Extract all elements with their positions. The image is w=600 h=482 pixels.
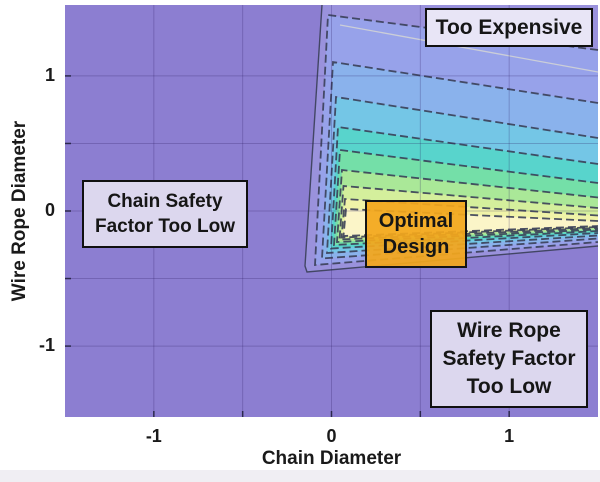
x-axis-title: Chain Diameter (261, 448, 402, 469)
gridlines (65, 5, 598, 417)
annotation-optimal-design: Optimal Design (365, 200, 467, 268)
y-tick-label-neg1: -1 (38, 335, 55, 356)
annotation-chain-safety-line1: Chain Safety (107, 190, 223, 212)
annotation-wire-rope-line2: Safety Factor (442, 347, 576, 371)
y-tick-label-1: 1 (44, 64, 55, 85)
tick-marks (65, 75, 510, 417)
annotation-optimal-design-line2: Design (382, 236, 450, 258)
annotation-wire-rope-line3: Too Low (466, 374, 552, 398)
annotation-wire-rope-too-low: Wire Rope Safety Factor Too Low (430, 310, 588, 408)
annotation-too-expensive-text: Too Expensive (435, 15, 583, 39)
x-tick-label-neg1: -1 (145, 426, 162, 446)
y-axis-title: Wire Rope Diameter (9, 120, 30, 302)
x-tick-label-1: 1 (504, 426, 515, 446)
annotation-chain-safety-line2: Factor Too Low (94, 216, 236, 237)
figure-bottom-border (0, 470, 600, 482)
y-tick-label-0: 0 (44, 200, 55, 220)
annotation-wire-rope-line1: Wire Rope (457, 319, 561, 343)
light-contour-line (339, 24, 599, 73)
x-tick-label-0: 0 (326, 426, 337, 446)
annotation-optimal-design-line1: Optimal (378, 209, 454, 232)
annotation-too-expensive: Too Expensive (425, 8, 593, 47)
annotation-chain-safety-too-low: Chain Safety Factor Too Low (82, 180, 248, 248)
